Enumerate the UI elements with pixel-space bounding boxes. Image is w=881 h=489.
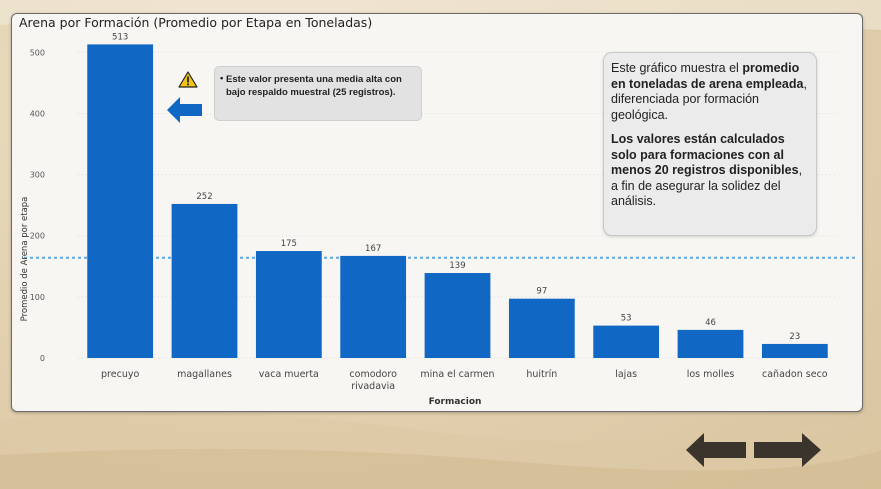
info-p1-post: , diferenciada por formación geológica.	[611, 76, 807, 122]
info-p1-pre: Este gráfico muestra el	[611, 61, 743, 75]
bar-chart: 0 100 200 300 400 500 513 252 175 167 139 97 53 46 23…	[20, 32, 857, 407]
data-label: 23	[789, 332, 800, 342]
y-axis-ticks: 0 100 200 300 400 500	[30, 48, 45, 363]
arrow-left-icon	[167, 97, 202, 123]
y-tick-label: 400	[30, 109, 45, 118]
y-tick-label: 100	[30, 293, 45, 302]
y-tick-label: 200	[30, 232, 45, 241]
x-tick-label: huitrín	[526, 369, 557, 380]
bar[interactable]	[255, 251, 322, 358]
x-tick-label: precuyo	[101, 369, 139, 380]
info-paragraph-2: Los valores están calculados solo para f…	[611, 132, 808, 210]
x-tick-label: magallanes	[177, 369, 232, 380]
x-tick-label: comodoro	[349, 369, 397, 380]
bar[interactable]	[761, 343, 828, 358]
chart-card: Arena por Formación (Promedio por Etapa …	[11, 13, 863, 412]
x-axis-label: Formacion	[429, 397, 482, 407]
data-label: 97	[536, 287, 547, 297]
bar[interactable]	[340, 255, 407, 358]
annotation-note: • Este valor presenta una media alta con…	[214, 66, 422, 121]
info-paragraph-1: Este gráfico muestra el promedio en tone…	[611, 61, 808, 123]
y-tick-label: 0	[40, 354, 45, 363]
bar[interactable]	[508, 298, 575, 358]
x-tick-label: vaca muerta	[259, 369, 319, 380]
chart-title: Arena por Formación (Promedio por Etapa …	[19, 15, 373, 30]
note-bullet: •	[220, 73, 224, 84]
y-tick-label: 300	[30, 171, 45, 180]
data-label: 175	[281, 239, 297, 249]
data-label: 167	[365, 244, 381, 254]
x-tick-label: los molles	[687, 369, 735, 380]
data-label: 139	[449, 261, 465, 271]
bars	[87, 44, 828, 358]
bar[interactable]	[171, 203, 238, 358]
x-tick-label: mina el carmen	[420, 369, 494, 380]
x-tick-label: lajas	[615, 369, 637, 380]
data-label: 46	[705, 318, 716, 328]
x-tick-label: rivadavia	[351, 381, 395, 392]
data-labels: 513 252 175 167 139 97 53 46 23	[112, 32, 800, 342]
bar[interactable]	[593, 325, 660, 358]
arrow-left-icon	[686, 433, 746, 467]
warning-triangle-icon	[178, 71, 198, 88]
bar[interactable]	[87, 44, 154, 358]
info-box: Este gráfico muestra el promedio en tone…	[603, 52, 817, 236]
info-p1-bold: promedio en toneladas de arena empleada	[611, 61, 804, 91]
arrow-right-icon	[754, 433, 821, 467]
bar[interactable]	[677, 329, 744, 358]
data-label: 513	[112, 32, 128, 42]
data-label: 53	[621, 314, 632, 324]
info-p2-bold: Los valores están calculados solo para f…	[611, 132, 799, 177]
data-label: 252	[196, 192, 212, 202]
y-axis-label: Promedio de Arena por etapa	[20, 197, 30, 322]
back-arrow-button[interactable]	[686, 433, 748, 467]
info-p2-post: , a fin de asegurar la solidez del análi…	[611, 163, 803, 208]
note-text: Este valor presenta una media alta con b…	[226, 74, 402, 98]
y-tick-label: 500	[30, 48, 45, 57]
x-axis-ticks: precuyo magallanes vaca muerta comodororiva…	[101, 369, 828, 392]
next-arrow-button[interactable]	[754, 433, 822, 467]
bar[interactable]	[424, 273, 491, 358]
x-tick-label: cañadon seco	[762, 369, 828, 380]
